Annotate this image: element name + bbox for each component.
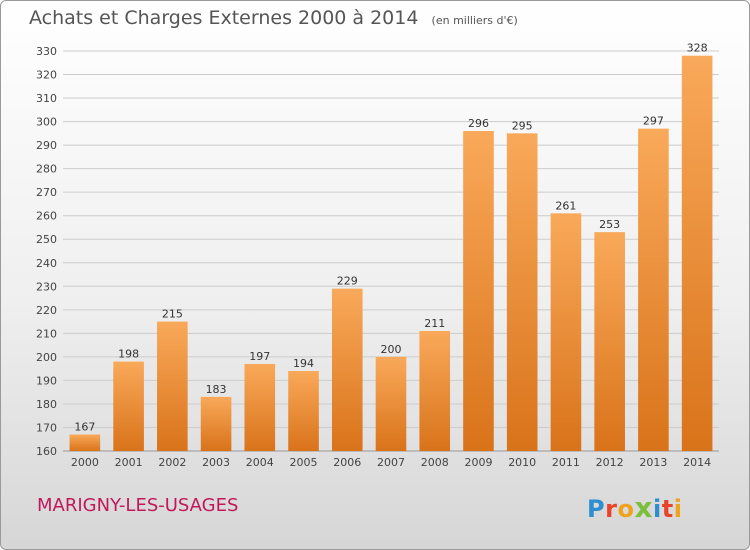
y-tick-label: 240 — [36, 257, 57, 270]
data-label-2009: 296 — [468, 117, 489, 130]
chart-subtitle: (en milliers d'€) — [431, 14, 518, 27]
x-tick-label-2012: 2012 — [596, 456, 624, 469]
x-tick-label-2011: 2011 — [552, 456, 580, 469]
data-label-2005: 194 — [293, 357, 314, 370]
x-tick-label-2004: 2004 — [246, 456, 274, 469]
y-tick-label: 300 — [36, 116, 57, 129]
bar-2002 — [157, 321, 188, 451]
y-tick-label: 320 — [36, 69, 57, 82]
bar-2000 — [69, 434, 101, 451]
bar-2003 — [200, 396, 232, 451]
y-tick-label: 270 — [36, 186, 57, 199]
y-tick-label: 330 — [36, 45, 57, 58]
y-tick-label: 280 — [36, 163, 57, 176]
x-tick-label-2013: 2013 — [639, 456, 667, 469]
bar-2008 — [419, 331, 451, 451]
bar-2012 — [594, 232, 625, 451]
y-tick-label: 170 — [36, 421, 57, 434]
y-tick-label: 210 — [36, 327, 57, 340]
y-tick-label: 220 — [36, 304, 57, 317]
y-tick-label: 290 — [36, 139, 57, 152]
x-tick-label-2010: 2010 — [508, 456, 536, 469]
data-label-2006: 229 — [337, 275, 358, 288]
logo-letter: i — [653, 495, 662, 523]
x-tick-label-2007: 2007 — [377, 456, 405, 469]
y-tick-label: 200 — [36, 351, 57, 364]
data-label-2011: 261 — [555, 199, 576, 212]
data-label-2010: 295 — [512, 119, 533, 132]
data-label-2002: 215 — [162, 308, 183, 321]
commune-name: MARIGNY-LES-USAGES — [37, 495, 239, 516]
x-tick-label-2006: 2006 — [333, 456, 361, 469]
x-tick-label-2001: 2001 — [115, 456, 143, 469]
y-tick-label: 190 — [36, 374, 57, 387]
x-tick-label-2008: 2008 — [421, 456, 449, 469]
bar-2005 — [288, 371, 319, 451]
data-label-2013: 297 — [643, 115, 664, 128]
data-labels: 167 198 215 183 197 194 229 200 211 296 295 261 253 2… — [74, 42, 707, 434]
bar-2010 — [506, 133, 538, 451]
data-label-2001: 198 — [118, 348, 139, 361]
proxiti-logo[interactable]: Proxiti — [587, 491, 682, 524]
logo-letter: i — [673, 495, 683, 523]
chart-header: Achats et Charges Externes 2000 à 2014 (… — [29, 7, 518, 29]
data-label-2014: 328 — [687, 42, 708, 55]
x-tick-label-2003: 2003 — [202, 456, 230, 469]
bar-2004 — [244, 363, 276, 451]
x-tick-label-2009: 2009 — [464, 456, 492, 469]
data-label-2000: 167 — [74, 421, 95, 434]
bar-2009 — [463, 131, 494, 451]
x-tick-label-2002: 2002 — [158, 456, 186, 469]
x-tick-label-2000: 2000 — [71, 456, 99, 469]
data-label-2008: 211 — [424, 317, 445, 330]
data-label-2004: 197 — [249, 350, 270, 363]
bar-2001 — [113, 361, 144, 451]
bar-2013 — [638, 128, 669, 451]
logo-letter: r — [605, 495, 618, 523]
y-tick-label: 180 — [36, 398, 57, 411]
x-tick-label-2005: 2005 — [290, 456, 318, 469]
logo-letter: P — [587, 495, 606, 523]
bars — [69, 55, 713, 452]
y-tick-label: 160 — [36, 445, 57, 458]
x-tick-label-2014: 2014 — [683, 456, 711, 469]
logo-letter: x — [634, 491, 653, 524]
bar-2007 — [375, 356, 407, 451]
chart-title: Achats et Charges Externes 2000 à 2014 — [29, 7, 419, 29]
y-tick-label: 310 — [36, 92, 57, 105]
logo-letter: o — [617, 495, 635, 523]
bar-2006 — [331, 288, 363, 451]
data-label-2012: 253 — [599, 218, 620, 231]
bar-2011 — [550, 213, 582, 451]
data-label-2003: 183 — [206, 383, 227, 396]
bar-2014 — [681, 55, 713, 452]
y-axis-ticks: 160 170 180 190 200 210 220 230 240 250 260 270 280 2… — [36, 45, 57, 458]
x-axis-ticks: 2000 2001 2002 2003 2004 2005 2006 2007 2008 2009… — [71, 456, 711, 469]
logo-letter: t — [661, 495, 674, 523]
y-tick-label: 230 — [36, 280, 57, 293]
y-tick-label: 250 — [36, 233, 57, 246]
data-label-2007: 200 — [381, 343, 402, 356]
y-tick-label: 260 — [36, 210, 57, 223]
